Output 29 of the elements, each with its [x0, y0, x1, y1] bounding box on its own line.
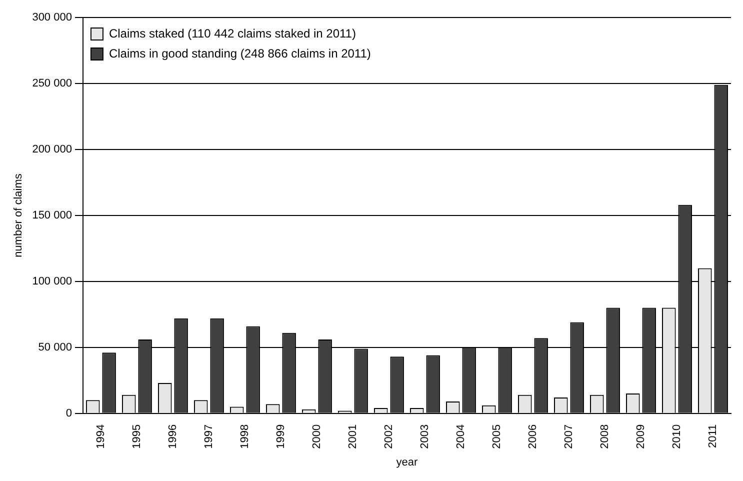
x-tick-label: 2005 — [491, 424, 504, 449]
y-tick-label: 300 000 — [32, 12, 72, 24]
y-tick-label: 0 — [66, 407, 72, 420]
y-tick-label: 150 000 — [32, 209, 72, 222]
y-tick-label: 250 000 — [32, 78, 72, 90]
y-axis-title: number of claims — [12, 173, 25, 258]
x-tick-label: 1994 — [94, 424, 107, 449]
x-tick-label: 2003 — [419, 424, 432, 449]
x-tick-label: 2011 — [707, 424, 720, 448]
x-tick-label: 2008 — [599, 424, 612, 449]
x-tick-label: 1998 — [239, 424, 252, 449]
x-tick-label: 2001 — [347, 424, 360, 449]
x-tick-label: 2007 — [563, 424, 576, 449]
x-axis-title: year — [396, 456, 418, 468]
x-tick-label: 2002 — [383, 424, 396, 449]
y-tick-label: 100 000 — [32, 275, 72, 288]
x-tick-label: 2010 — [671, 424, 684, 449]
x-tick-label: 1999 — [275, 424, 288, 449]
legend-label: Claims in good standing (248 866 claims in 2011) — [108, 46, 371, 60]
legend-label: Claims staked (110 442 claims staked in 2011) — [108, 26, 356, 40]
y-tick-label: 200 000 — [32, 144, 72, 156]
x-tick-label: 1996 — [167, 424, 179, 449]
x-tick-label: 2009 — [635, 424, 648, 449]
x-tick-label: 2006 — [527, 424, 540, 449]
x-tick-label: 2004 — [455, 424, 468, 449]
x-tick-label: 1995 — [130, 424, 143, 449]
y-tick-label: 50 000 — [38, 341, 72, 354]
x-tick-label: 1997 — [203, 424, 215, 449]
x-tick-label: 2000 — [311, 424, 324, 449]
